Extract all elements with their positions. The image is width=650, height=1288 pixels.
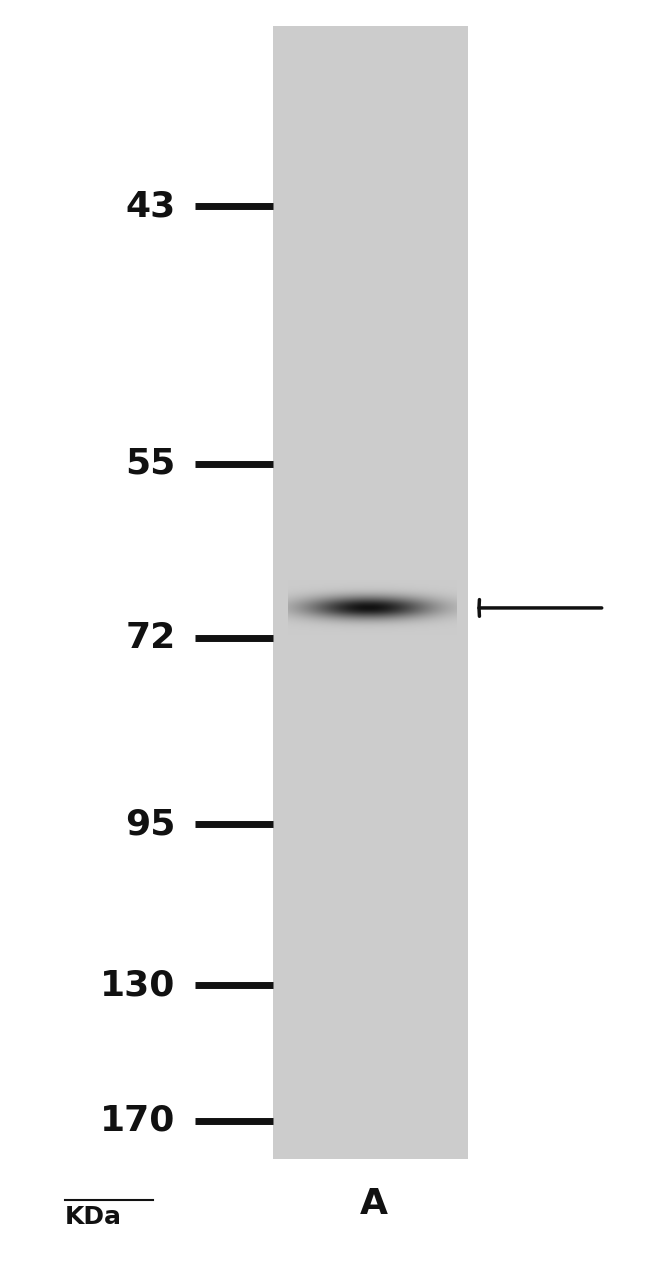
Text: 95: 95 bbox=[125, 808, 176, 841]
Text: 130: 130 bbox=[100, 969, 176, 1002]
Text: 55: 55 bbox=[125, 447, 176, 480]
Text: 43: 43 bbox=[125, 189, 176, 223]
Text: KDa: KDa bbox=[65, 1206, 122, 1229]
Text: 170: 170 bbox=[100, 1104, 176, 1137]
Bar bbox=[273, 26, 468, 1159]
Text: 72: 72 bbox=[125, 621, 176, 654]
Text: A: A bbox=[359, 1188, 388, 1221]
